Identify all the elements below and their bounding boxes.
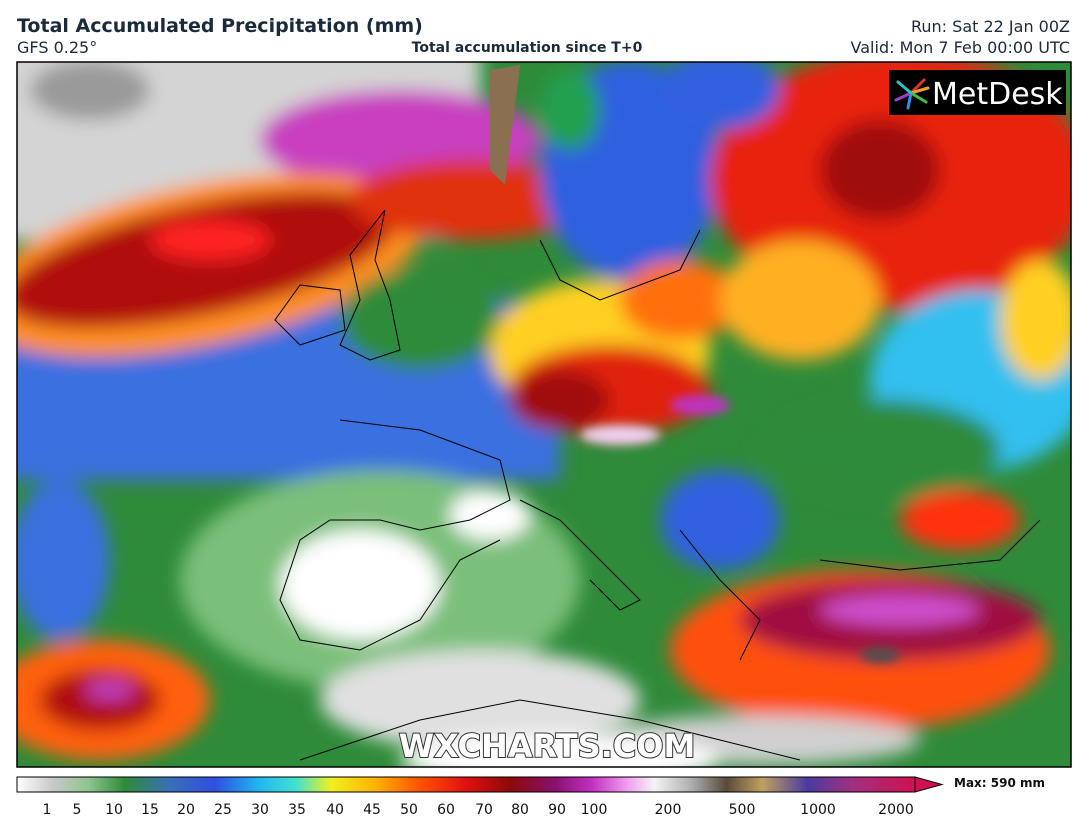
colorbar-tick-label: 40 <box>326 802 344 818</box>
colorbar-tick-label: 15 <box>141 802 159 818</box>
subtitle: Total accumulation since T+0 <box>412 40 643 56</box>
colorbar-scale <box>16 776 916 793</box>
colorbar-tick-label: 1 <box>43 802 52 818</box>
colorbar-tick-label: 10 <box>105 802 123 818</box>
colorbar-tick-label: 70 <box>475 802 493 818</box>
run-time: Run: Sat 22 Jan 00Z <box>911 17 1070 36</box>
colorbar <box>16 776 944 793</box>
colorbar-tick-label: 500 <box>729 802 756 818</box>
greenland-coast <box>490 65 520 185</box>
coastlines <box>274 209 1041 761</box>
valid-time: Valid: Mon 7 Feb 00:00 UTC <box>851 38 1070 57</box>
logo-mark <box>894 78 930 110</box>
colorbar-tick-label: 35 <box>288 802 306 818</box>
title: Total Accumulated Precipitation (mm) <box>17 15 423 37</box>
colorbar-tick-label: 1000 <box>800 802 836 818</box>
colorbar-tick-label: 80 <box>511 802 529 818</box>
colorbar-tick-label: 45 <box>363 802 381 818</box>
colorbar-tick-label: 30 <box>251 802 269 818</box>
model: GFS 0.25° <box>17 38 97 57</box>
max-label: Max: 590 mm <box>954 776 1045 790</box>
colorbar-tick-label: 100 <box>581 802 608 818</box>
colorbar-tick-label: 200 <box>655 802 682 818</box>
colorbar-tick-label: 25 <box>214 802 232 818</box>
colorbar-extend <box>914 776 944 793</box>
watermark: WXCHARTS.COM <box>399 727 696 765</box>
colorbar-tick-label: 5 <box>73 802 82 818</box>
colorbar-ticks: 1 5 10 15 20 25 30 35 40 45 50 60 70 80 90 100 200 500 100… <box>43 802 914 818</box>
colorbar-tick-label: 60 <box>437 802 455 818</box>
colorbar-tick-label: 50 <box>400 802 418 818</box>
map-frame <box>16 61 1072 768</box>
colorbar-tick-label: 20 <box>177 802 195 818</box>
logo-box <box>889 70 1066 115</box>
map: MetDesk WXCHARTS.COM <box>17 62 1071 767</box>
colorbar-tick-label: 90 <box>548 802 566 818</box>
logo: MetDesk <box>932 77 1063 112</box>
colorbar-tick-label: 2000 <box>878 802 914 818</box>
